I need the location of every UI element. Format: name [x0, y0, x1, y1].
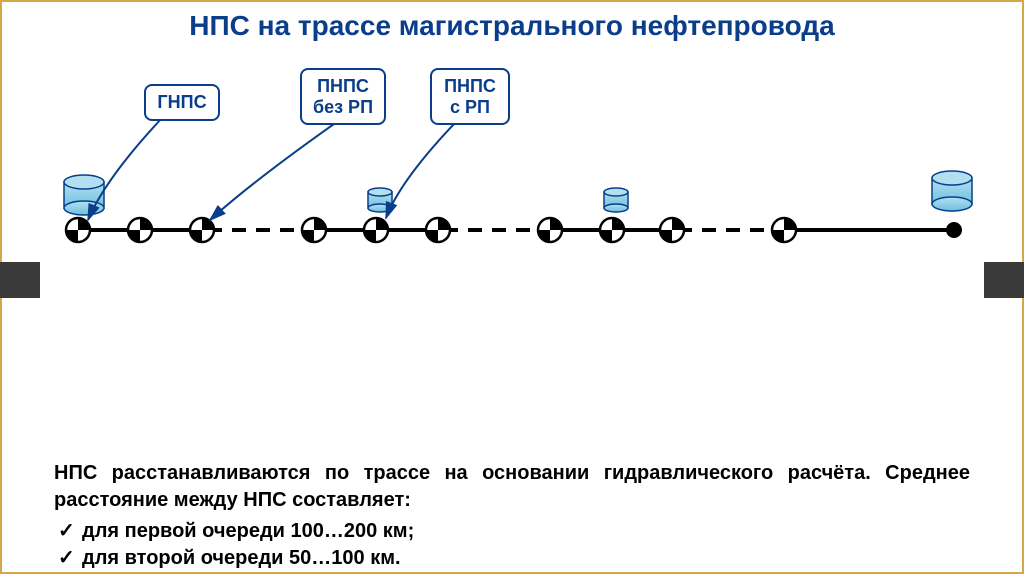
- list-item: для второй очереди 50…100 км.: [54, 545, 970, 572]
- pipeline-diagram: ГНПС ПНПС без РП ПНПС с РП: [54, 60, 974, 280]
- page-title: НПС на трассе магистрального нефтепровод…: [0, 0, 1024, 42]
- bottom-intro: НПС расстанавливаются по трассе на основ…: [54, 460, 970, 514]
- bottom-text-block: НПС расстанавливаются по трассе на основ…: [54, 460, 970, 572]
- label-pnps-with-rp: ПНПС с РП: [430, 68, 510, 125]
- label-gnps: ГНПС: [144, 84, 220, 121]
- side-bar-left: [0, 262, 40, 298]
- list-item: для первой очереди 100…200 км;: [54, 518, 970, 545]
- bottom-list: для первой очереди 100…200 км;для второй…: [54, 518, 970, 572]
- label-pnps-without-rp: ПНПС без РП: [300, 68, 386, 125]
- side-bar-right: [984, 262, 1024, 298]
